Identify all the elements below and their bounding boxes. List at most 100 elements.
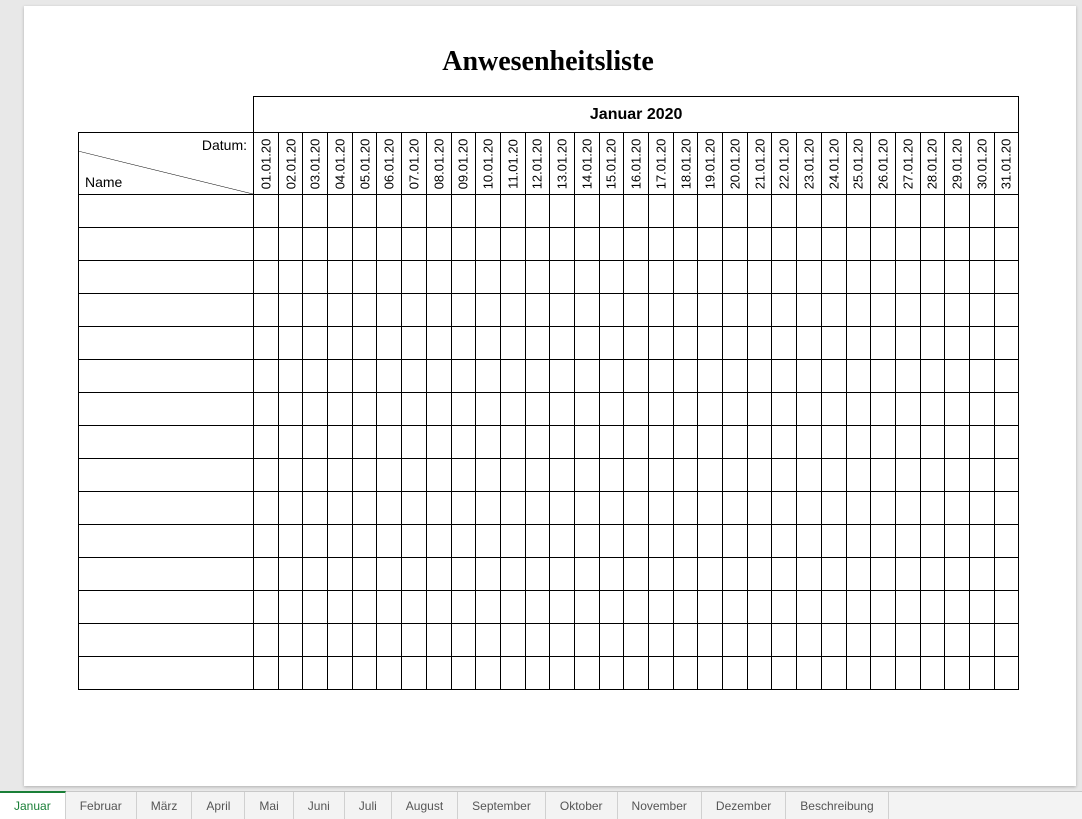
attendance-cell[interactable] [278, 261, 303, 294]
attendance-cell[interactable] [476, 228, 501, 261]
attendance-cell[interactable] [846, 195, 871, 228]
attendance-cell[interactable] [649, 393, 674, 426]
attendance-cell[interactable] [525, 624, 550, 657]
attendance-cell[interactable] [920, 525, 945, 558]
attendance-cell[interactable] [797, 195, 822, 228]
attendance-cell[interactable] [451, 261, 476, 294]
attendance-cell[interactable] [624, 261, 649, 294]
attendance-cell[interactable] [476, 261, 501, 294]
attendance-cell[interactable] [550, 327, 575, 360]
attendance-cell[interactable] [278, 426, 303, 459]
attendance-cell[interactable] [278, 624, 303, 657]
attendance-cell[interactable] [426, 591, 451, 624]
attendance-cell[interactable] [426, 558, 451, 591]
attendance-cell[interactable] [821, 492, 846, 525]
attendance-cell[interactable] [969, 525, 994, 558]
attendance-cell[interactable] [994, 558, 1019, 591]
name-cell[interactable] [79, 327, 254, 360]
attendance-cell[interactable] [377, 591, 402, 624]
attendance-cell[interactable] [723, 426, 748, 459]
attendance-cell[interactable] [649, 558, 674, 591]
attendance-cell[interactable] [278, 393, 303, 426]
attendance-cell[interactable] [846, 294, 871, 327]
attendance-cell[interactable] [920, 228, 945, 261]
attendance-cell[interactable] [994, 327, 1019, 360]
attendance-cell[interactable] [624, 459, 649, 492]
attendance-cell[interactable] [649, 228, 674, 261]
attendance-cell[interactable] [426, 624, 451, 657]
attendance-cell[interactable] [994, 591, 1019, 624]
attendance-cell[interactable] [574, 558, 599, 591]
attendance-cell[interactable] [649, 360, 674, 393]
attendance-cell[interactable] [254, 228, 279, 261]
attendance-cell[interactable] [624, 525, 649, 558]
attendance-cell[interactable] [747, 591, 772, 624]
attendance-cell[interactable] [254, 327, 279, 360]
sheet-tab-beschreibung[interactable]: Beschreibung [786, 792, 888, 819]
attendance-cell[interactable] [352, 426, 377, 459]
attendance-cell[interactable] [846, 360, 871, 393]
attendance-cell[interactable] [747, 492, 772, 525]
attendance-cell[interactable] [698, 327, 723, 360]
attendance-cell[interactable] [747, 195, 772, 228]
attendance-cell[interactable] [377, 492, 402, 525]
attendance-cell[interactable] [303, 360, 328, 393]
attendance-cell[interactable] [352, 657, 377, 690]
sheet-tab-juni[interactable]: Juni [294, 792, 345, 819]
attendance-cell[interactable] [698, 624, 723, 657]
attendance-cell[interactable] [574, 327, 599, 360]
attendance-cell[interactable] [969, 591, 994, 624]
attendance-cell[interactable] [500, 525, 525, 558]
attendance-cell[interactable] [969, 195, 994, 228]
attendance-cell[interactable] [476, 327, 501, 360]
attendance-cell[interactable] [426, 195, 451, 228]
attendance-cell[interactable] [451, 195, 476, 228]
attendance-cell[interactable] [550, 228, 575, 261]
attendance-cell[interactable] [797, 624, 822, 657]
attendance-cell[interactable] [772, 294, 797, 327]
name-cell[interactable] [79, 426, 254, 459]
attendance-cell[interactable] [451, 624, 476, 657]
attendance-cell[interactable] [723, 228, 748, 261]
attendance-cell[interactable] [550, 195, 575, 228]
attendance-cell[interactable] [303, 492, 328, 525]
attendance-cell[interactable] [969, 261, 994, 294]
attendance-cell[interactable] [328, 195, 353, 228]
attendance-cell[interactable] [945, 360, 970, 393]
attendance-cell[interactable] [303, 591, 328, 624]
attendance-cell[interactable] [500, 294, 525, 327]
attendance-cell[interactable] [945, 459, 970, 492]
sheet-tab-juli[interactable]: Juli [345, 792, 392, 819]
attendance-cell[interactable] [426, 327, 451, 360]
attendance-cell[interactable] [895, 492, 920, 525]
attendance-cell[interactable] [525, 558, 550, 591]
attendance-cell[interactable] [673, 228, 698, 261]
attendance-cell[interactable] [797, 261, 822, 294]
attendance-cell[interactable] [920, 195, 945, 228]
attendance-cell[interactable] [254, 492, 279, 525]
attendance-cell[interactable] [723, 558, 748, 591]
attendance-cell[interactable] [352, 393, 377, 426]
attendance-cell[interactable] [500, 393, 525, 426]
attendance-cell[interactable] [772, 525, 797, 558]
attendance-cell[interactable] [871, 624, 896, 657]
attendance-cell[interactable] [821, 294, 846, 327]
attendance-cell[interactable] [698, 657, 723, 690]
attendance-cell[interactable] [649, 657, 674, 690]
attendance-cell[interactable] [451, 393, 476, 426]
attendance-cell[interactable] [797, 558, 822, 591]
attendance-cell[interactable] [254, 360, 279, 393]
attendance-cell[interactable] [747, 393, 772, 426]
attendance-cell[interactable] [278, 360, 303, 393]
attendance-cell[interactable] [476, 558, 501, 591]
attendance-cell[interactable] [377, 261, 402, 294]
attendance-cell[interactable] [451, 657, 476, 690]
attendance-cell[interactable] [673, 657, 698, 690]
attendance-cell[interactable] [550, 459, 575, 492]
attendance-cell[interactable] [723, 294, 748, 327]
attendance-cell[interactable] [599, 261, 624, 294]
attendance-cell[interactable] [599, 492, 624, 525]
attendance-cell[interactable] [772, 360, 797, 393]
attendance-cell[interactable] [426, 525, 451, 558]
sheet-tab-dezember[interactable]: Dezember [702, 792, 786, 819]
